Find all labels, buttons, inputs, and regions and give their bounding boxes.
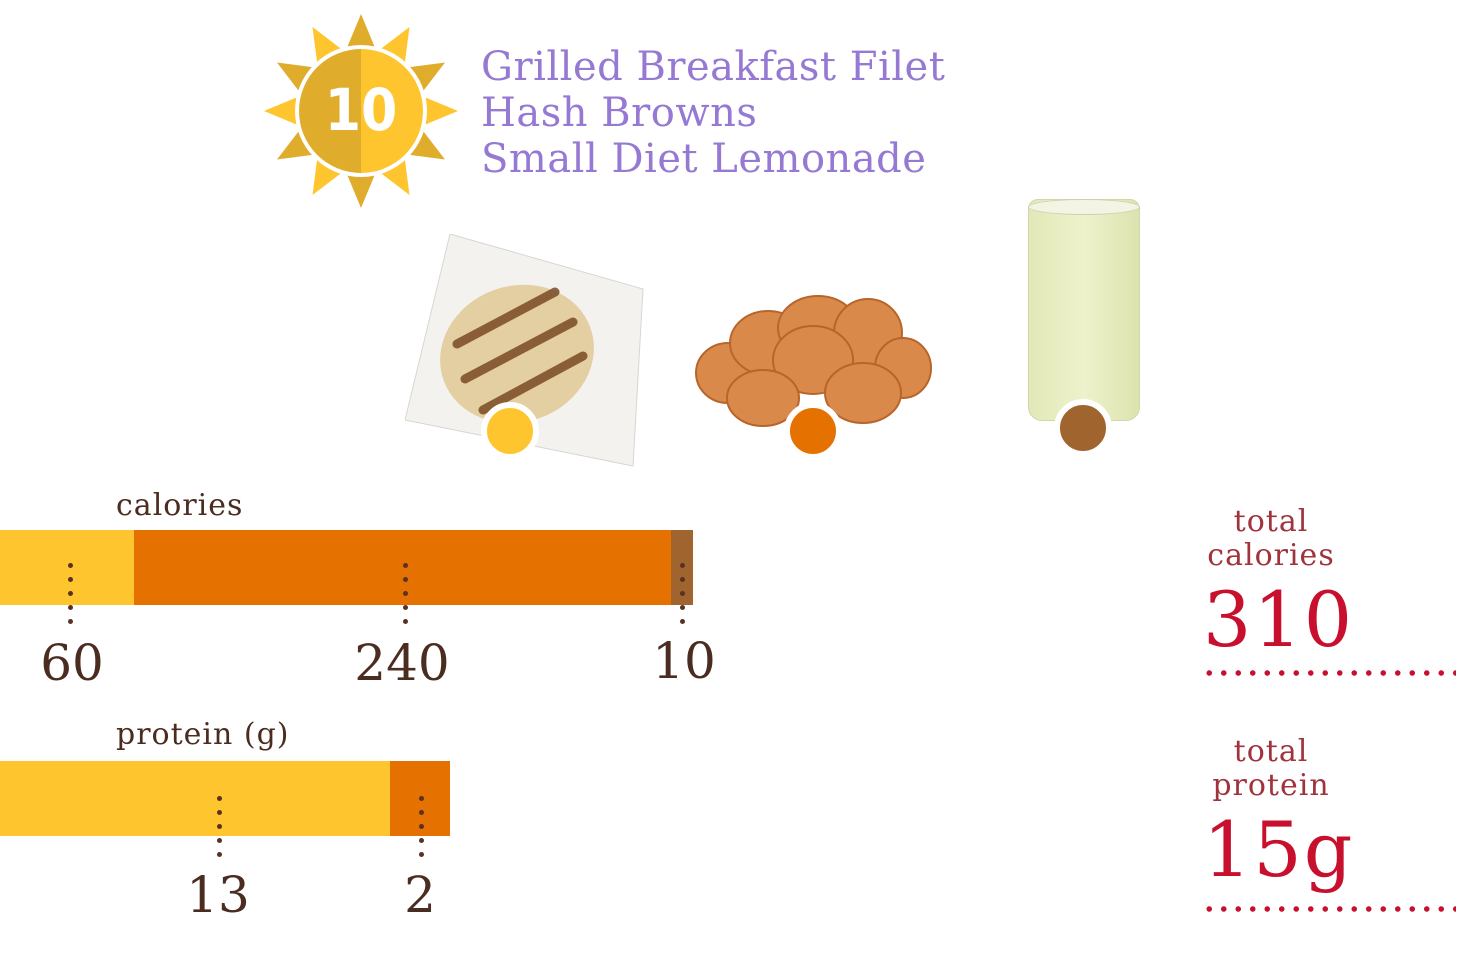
- calories-leader-hash-browns: [403, 563, 409, 633]
- calories-stacked-bar: [0, 530, 693, 605]
- lemonade-image: [1026, 195, 1141, 465]
- total-calories-value: 310: [1203, 575, 1355, 664]
- calories-segment-hash-browns: [134, 530, 671, 605]
- grilled-filet-image: [404, 233, 645, 474]
- calories-value-lemonade: 10: [652, 632, 716, 690]
- meal-item-name: Small Diet Lemonade: [481, 136, 927, 182]
- meal-item-name: Grilled Breakfast Filet: [481, 44, 946, 90]
- meal-title: Grilled Breakfast Filet Hash Browns Smal…: [481, 44, 945, 182]
- protein-value-hash-browns: 2: [404, 866, 436, 924]
- calories-value-filet: 60: [40, 634, 104, 692]
- protein-chart-title: protein (g): [116, 717, 290, 752]
- filet-color-dot: [481, 402, 539, 460]
- hash-browns-image: [688, 288, 933, 463]
- protein-leader-filet: [217, 796, 223, 866]
- total-protein-label-1: total: [1233, 734, 1309, 769]
- sun-icon: [264, 14, 458, 208]
- meal-item-name: Hash Browns: [481, 90, 758, 136]
- total-protein-value: 15g: [1203, 805, 1355, 894]
- protein-stacked-bar: [0, 761, 450, 836]
- calories-value-hash-browns: 240: [354, 634, 450, 692]
- total-calories-label-1: total: [1233, 504, 1309, 539]
- protein-leader-hash-browns: [419, 796, 425, 866]
- calories-chart-title: calories: [116, 488, 244, 523]
- total-protein-divider: [1202, 906, 1456, 912]
- calories-segment-filet: [0, 530, 134, 605]
- hash-browns-color-dot: [784, 402, 842, 460]
- calories-leader-filet: [68, 563, 74, 633]
- meal-score-number: 10: [324, 76, 398, 144]
- total-calories-block: total calories: [1196, 505, 1346, 573]
- lemonade-color-dot: [1054, 399, 1112, 457]
- calories-leader-lemonade: [680, 563, 686, 633]
- protein-segment-filet: [0, 761, 390, 836]
- total-protein-block: total protein: [1196, 735, 1346, 803]
- protein-value-filet: 13: [186, 866, 250, 924]
- total-calories-divider: [1202, 670, 1456, 676]
- total-calories-label-2: calories: [1207, 538, 1335, 573]
- total-protein-label-2: protein: [1212, 768, 1330, 803]
